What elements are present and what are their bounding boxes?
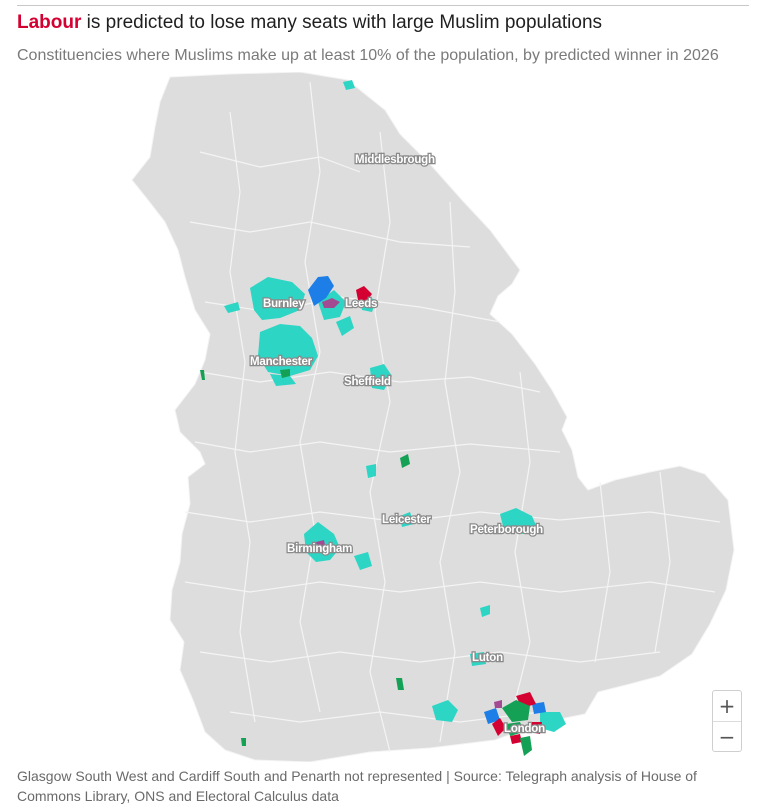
- seat-lancashire-west: [224, 302, 240, 313]
- title-party-highlight: Labour: [17, 12, 82, 33]
- city-label-leicester: Leicester: [382, 514, 431, 526]
- seat-derby: [366, 464, 376, 478]
- city-label-sheffield: Sheffield: [344, 376, 391, 388]
- city-label-birmingham: Birmingham: [287, 543, 352, 555]
- england-landmass: [131, 71, 735, 763]
- seat-leeds-purple: [322, 298, 340, 308]
- city-labels: Middlesbrough Burnley Leeds Manchester S…: [249, 153, 547, 737]
- labour-seats[interactable]: [356, 286, 542, 744]
- seat-london-green-3: [520, 736, 532, 756]
- seat-london-purple: [494, 700, 502, 708]
- source-note: Glasgow South West and Cardiff South and…: [17, 768, 697, 804]
- seat-pendle: [308, 276, 334, 306]
- city-label-peterborough: Peterborough: [470, 524, 543, 536]
- chart-title: Labour is predicted to lose many seats w…: [17, 11, 757, 35]
- zoom-out-button[interactable]: −: [718, 725, 736, 749]
- city-label-manchester: Manchester: [250, 356, 313, 368]
- seat-leeds-south: [336, 316, 354, 336]
- seat-east-london: [540, 712, 566, 732]
- seat-north-east: [343, 80, 355, 90]
- title-text: is predicted to lose many seats with lar…: [81, 12, 603, 33]
- constituency-borders: [184, 81, 721, 753]
- seat-burnley-area: [250, 277, 305, 320]
- green-seats[interactable]: [200, 369, 532, 756]
- city-label-london: London: [504, 723, 545, 735]
- seat-sheffield: [370, 364, 392, 390]
- seat-west-london-red: [492, 718, 506, 736]
- seat-peterborough: [500, 508, 538, 534]
- seat-manchester-green: [280, 369, 290, 378]
- seat-nottingham: [400, 454, 410, 468]
- zoom-in-button[interactable]: +: [718, 694, 736, 718]
- seat-bristol: [241, 738, 246, 746]
- city-label-leeds: Leeds: [345, 298, 377, 310]
- seat-birmingham-purple: [316, 540, 326, 550]
- chart-subtitle: Constituencies where Muslims make up at …: [17, 47, 719, 64]
- city-label-luton: Luton: [472, 652, 503, 664]
- city-label-middlesbrough: Middlesbrough: [355, 154, 435, 166]
- zoom-control: + −: [712, 690, 742, 752]
- seat-slough: [432, 700, 458, 722]
- seat-london-green-1: [502, 700, 530, 722]
- seat-east-london-blue: [532, 702, 546, 714]
- map-svg[interactable]: Middlesbrough Burnley Leeds Manchester S…: [0, 71, 775, 763]
- seat-oxford: [396, 678, 404, 690]
- seat-leicester-blue: [405, 518, 411, 524]
- seat-luton: [480, 605, 490, 617]
- seat-manchester: [258, 324, 318, 376]
- map-panel[interactable]: Middlesbrough Burnley Leeds Manchester S…: [0, 71, 775, 763]
- seat-liverpool: [200, 370, 205, 380]
- conservative-seats[interactable]: [308, 276, 546, 724]
- seat-greater-manchester-south: [270, 374, 296, 386]
- seat-london-south-red: [510, 734, 522, 744]
- zoom-divider: [713, 721, 741, 722]
- seat-east-london-red: [530, 722, 542, 734]
- seat-birmingham-east: [354, 552, 372, 570]
- seat-london-green-2: [506, 722, 524, 736]
- independent-seats[interactable]: [316, 298, 502, 708]
- top-rule: [17, 5, 749, 6]
- city-label-burnley: Burnley: [263, 298, 305, 310]
- seat-west-london: [484, 708, 500, 724]
- seat-luton-south: [470, 652, 486, 666]
- seat-leeds-central: [356, 286, 372, 302]
